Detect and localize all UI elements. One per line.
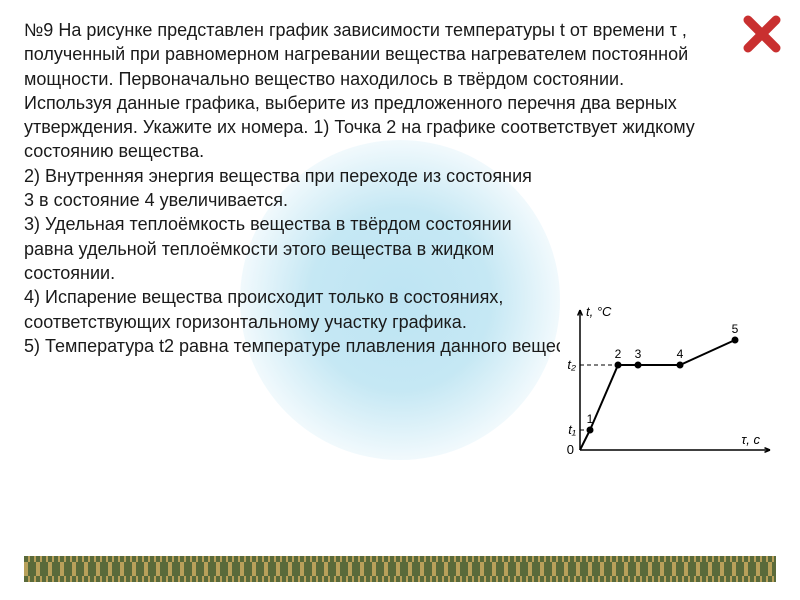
option-2: 2) Внутренняя энергия вещества при перех… bbox=[24, 164, 544, 213]
svg-text:2: 2 bbox=[615, 347, 622, 361]
close-icon[interactable] bbox=[742, 14, 782, 59]
svg-text:t₁: t₁ bbox=[568, 422, 576, 437]
svg-text:t, °C: t, °C bbox=[586, 304, 612, 319]
temperature-time-chart: t, °Cτ, с0t₂t₁12345 bbox=[560, 300, 780, 465]
svg-text:τ, с: τ, с bbox=[741, 432, 760, 447]
problem-instruction: Используя данные графика, выберите из пр… bbox=[24, 91, 764, 164]
svg-text:1: 1 bbox=[587, 412, 594, 426]
option-4: 4) Испарение вещества происходит только … bbox=[24, 285, 544, 334]
problem-heading: №9 На рисунке представлен график зависим… bbox=[24, 18, 764, 91]
svg-text:4: 4 bbox=[677, 347, 684, 361]
svg-text:t₂: t₂ bbox=[567, 357, 576, 372]
option-3: 3) Удельная теплоёмкость вещества в твёр… bbox=[24, 212, 544, 285]
svg-text:5: 5 bbox=[732, 322, 739, 336]
svg-text:3: 3 bbox=[635, 347, 642, 361]
svg-text:0: 0 bbox=[567, 442, 574, 457]
decorative-border bbox=[24, 556, 776, 582]
